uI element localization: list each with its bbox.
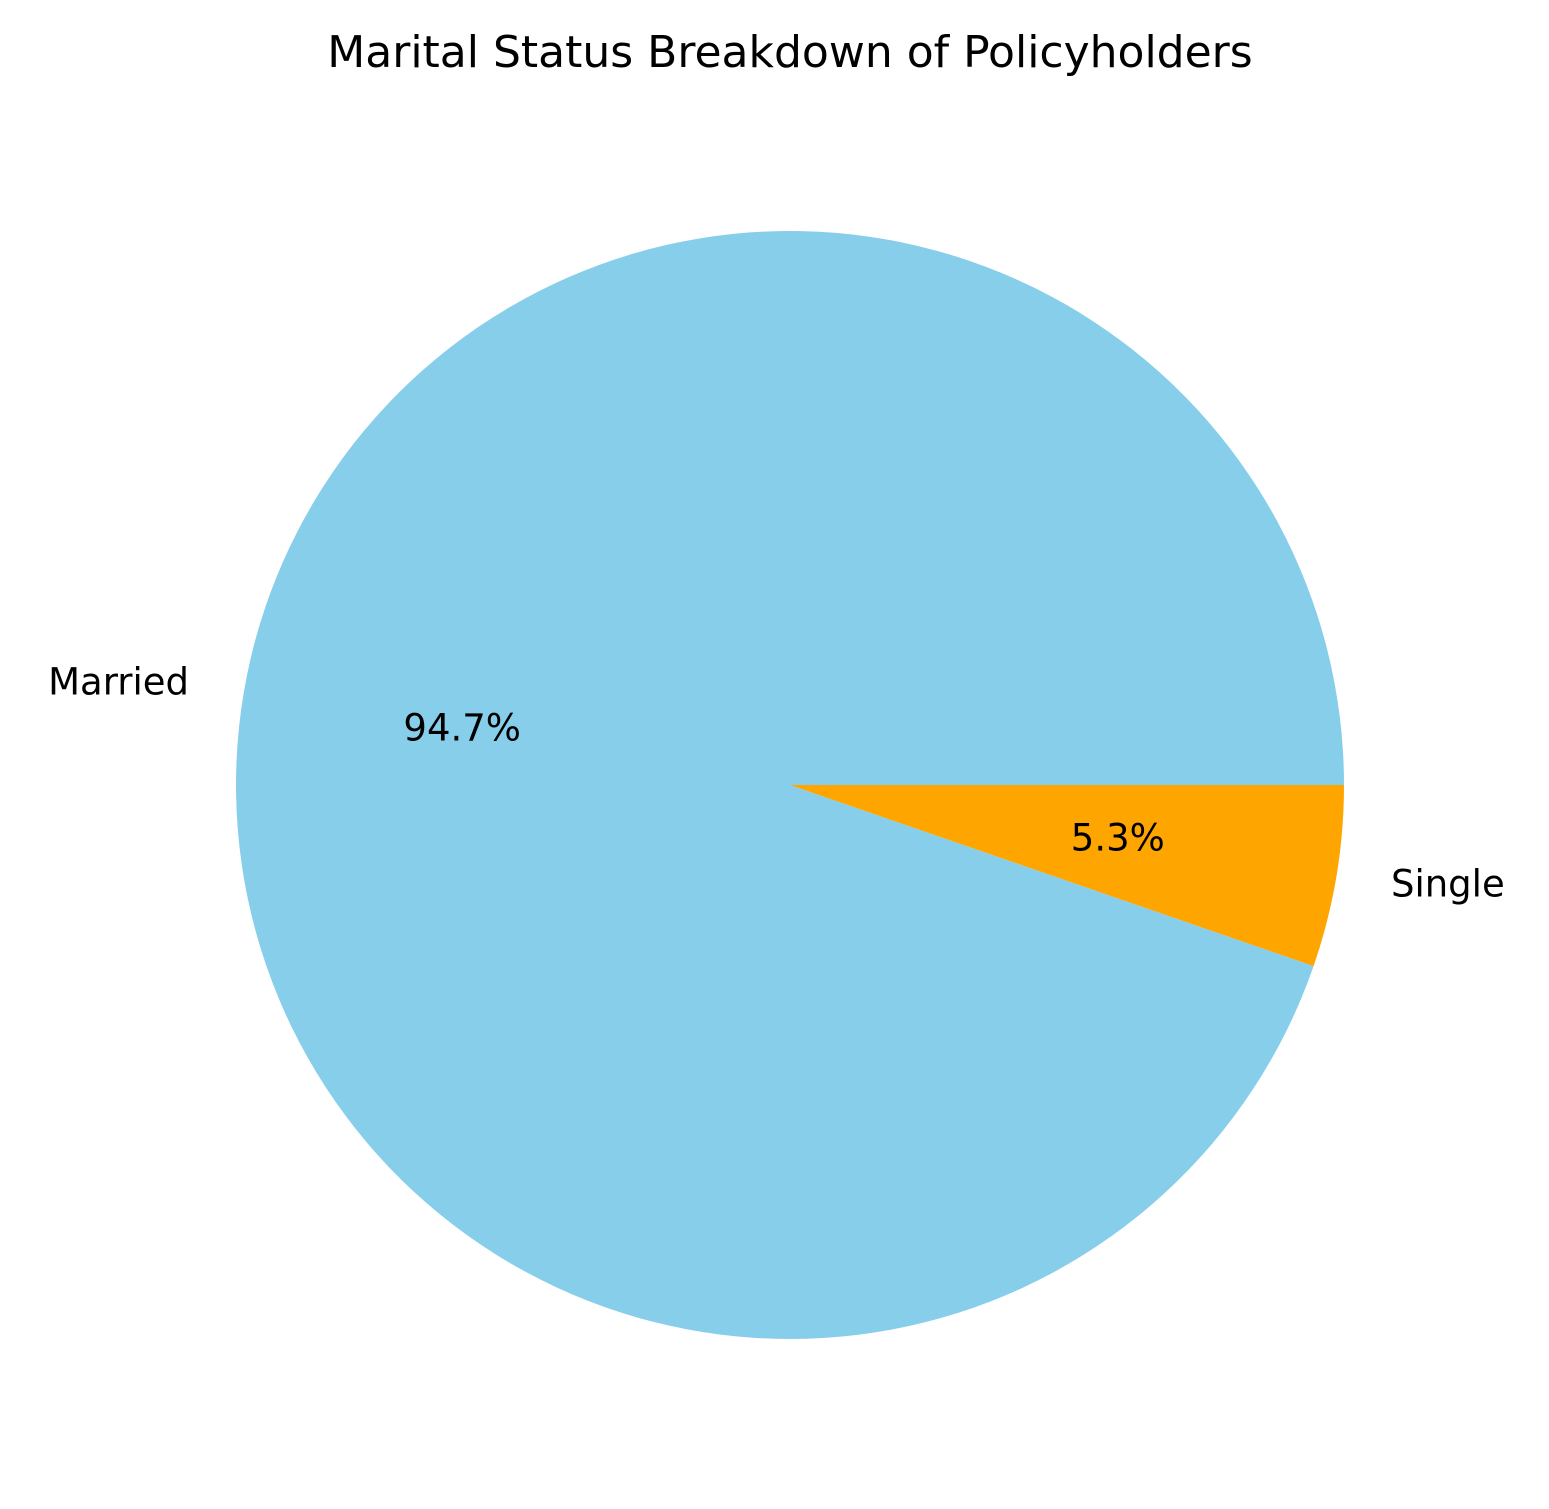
pie-slice-married [235, 231, 1345, 1340]
pie-slice-single [790, 785, 1344, 967]
pie-slices [235, 231, 1345, 1340]
slice-label-single: Single [1391, 862, 1505, 905]
pct-label-married: 94.7% [403, 706, 521, 749]
pct-label-single: 5.3% [1071, 817, 1165, 860]
pie-labels: Married 94.7% Single 5.3% [48, 661, 1505, 906]
chart-title: Marital Status Breakdown of Policyholder… [327, 27, 1252, 78]
slice-label-married: Married [48, 661, 189, 704]
